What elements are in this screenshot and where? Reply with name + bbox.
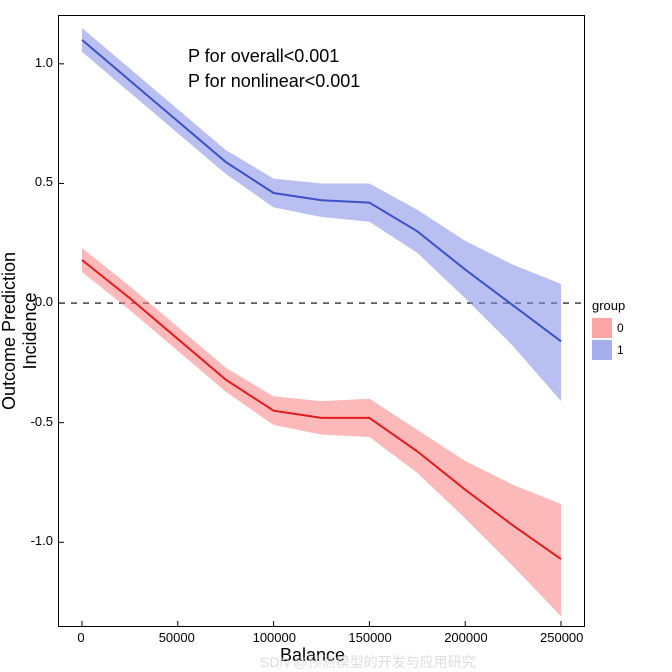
x-tick-label: 0 [61,630,101,645]
x-tick-label: 100000 [253,630,293,645]
x-tick-label: 150000 [348,630,388,645]
y-tick-label: -1.0 [23,533,53,548]
legend-item: 0 [592,318,624,338]
annotation-line2: P for nonlinear<0.001 [188,71,360,92]
chart-svg [59,16,584,626]
x-tick-label: 200000 [444,630,484,645]
y-tick-label: -0.5 [23,414,53,429]
legend-title: group [592,298,625,313]
annotation-line1: P for overall<0.001 [188,46,339,67]
legend-label: 0 [617,321,624,335]
y-tick-label: 0.0 [23,294,53,309]
legend-item: 1 [592,340,624,360]
y-tick-label: 0.5 [23,174,53,189]
y-tick-label: 1.0 [23,55,53,70]
x-tick-label: 50000 [157,630,197,645]
plot-panel [58,15,585,627]
legend-label: 1 [617,343,624,357]
legend-key-icon [592,340,612,360]
y-axis-label: Outcome Prediction Incidence [0,221,41,441]
watermark: SDN @预测模型的开发与应用研究 [260,652,476,672]
legend-key-icon [592,318,612,338]
x-tick-label: 250000 [540,630,580,645]
